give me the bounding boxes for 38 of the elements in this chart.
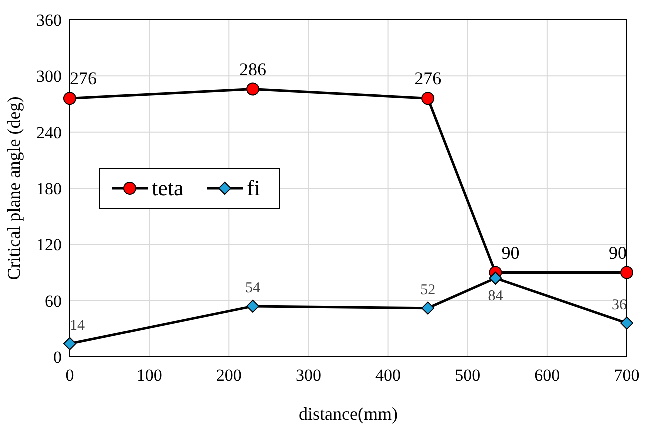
legend-label: fi [247, 176, 260, 200]
point [489, 272, 502, 285]
y-tick-label: 180 [36, 180, 62, 198]
y-tick-label: 300 [36, 67, 62, 86]
x-axis-title: distance(mm) [299, 404, 398, 424]
data-label: 36 [612, 297, 628, 314]
point [620, 316, 634, 330]
x-tick-label: 400 [376, 366, 402, 385]
data-label: 84 [488, 288, 504, 304]
y-tick-label: 0 [54, 348, 62, 367]
data-label: 276 [70, 68, 97, 89]
y-axis-title: Critical plane angle (deg) [4, 96, 24, 280]
legend-label: teta [152, 176, 184, 200]
x-tick-label: 200 [216, 366, 242, 385]
data-label: 54 [246, 280, 262, 296]
data-label: 90 [609, 242, 627, 263]
x-tick-label: 300 [296, 366, 322, 385]
data-label: 52 [420, 282, 436, 298]
x-tick-label: 600 [534, 366, 560, 385]
x-tick-label: 700 [614, 366, 640, 385]
data-label: 90 [502, 242, 520, 263]
y-tick-label: 360 [36, 11, 62, 30]
point [246, 300, 260, 313]
data-label: 276 [414, 68, 442, 89]
data-label: 14 [70, 318, 86, 334]
point [64, 92, 76, 106]
point [422, 92, 435, 106]
point [620, 266, 634, 280]
y-tick-label: 60 [45, 292, 62, 311]
x-tick-label: 0 [66, 366, 74, 385]
x-tick-label: 500 [455, 366, 481, 385]
y-tick-label: 240 [36, 123, 62, 142]
data-label: 286 [240, 59, 267, 80]
y-tick-label: 120 [36, 236, 62, 255]
x-tick-label: 100 [136, 366, 162, 385]
point [246, 82, 260, 96]
point [422, 302, 435, 315]
point [64, 337, 76, 350]
